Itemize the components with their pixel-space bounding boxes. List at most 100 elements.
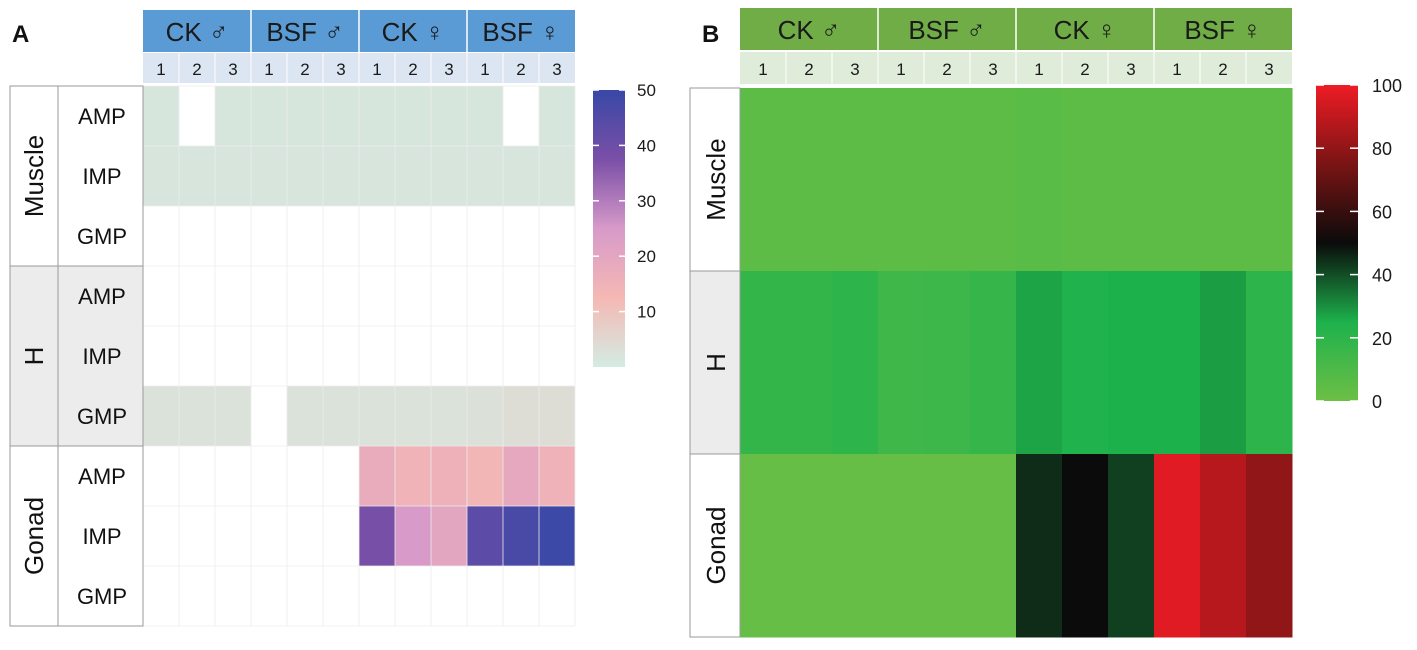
heatmap-cell-a — [431, 86, 467, 146]
heatmap-cell-a — [539, 146, 575, 206]
heatmap-cell-b — [786, 454, 833, 638]
replicate-label-a: 2 — [192, 60, 201, 79]
heatmap-cell-b — [832, 454, 879, 638]
metabolite-block-a — [57, 265, 144, 447]
replicate-label-b: 3 — [988, 60, 997, 79]
heatmap-cell-a — [503, 566, 539, 626]
heatmap-cell-a — [143, 326, 179, 386]
heatmap-cell-a — [179, 326, 215, 386]
heatmap-cell-b — [1154, 271, 1201, 455]
heatmap-cell-a — [431, 146, 467, 206]
tissue-label-a: H — [19, 347, 49, 366]
heatmap-cell-a — [467, 566, 503, 626]
heatmap-cell-a — [539, 206, 575, 266]
heatmap-cell-a — [251, 566, 287, 626]
group-label-b: BSF ♀ — [1184, 15, 1261, 45]
heatmap-cell-a — [323, 446, 359, 506]
metabolite-label-a: AMP — [78, 104, 126, 129]
heatmap-cell-a — [467, 446, 503, 506]
heatmap-cell-a — [431, 326, 467, 386]
heatmap-cell-a — [179, 386, 215, 446]
heatmap-cell-b — [878, 88, 925, 272]
tissue-label-b: Muscle — [701, 138, 731, 220]
heatmap-cell-a — [179, 206, 215, 266]
heatmap-cell-a — [395, 86, 431, 146]
heatmap-cell-a — [539, 446, 575, 506]
tissue-label-b: H — [701, 353, 731, 372]
tissue-block-b — [689, 87, 741, 272]
heatmap-cell-a — [143, 506, 179, 566]
heatmap-cell-a — [539, 326, 575, 386]
heatmap-cell-a — [503, 386, 539, 446]
heatmap-a: CK ♂ BSF ♂ CK ♀ BSF ♀ 1 2 3 1 2 3 1 2 3 1 2 3 Muscle AMP I… — [9, 10, 576, 627]
heatmap-cell-b — [1154, 88, 1201, 272]
heatmap-cell-a — [323, 86, 359, 146]
heatmap-cell-a — [143, 266, 179, 326]
replicate-label-b: 1 — [1034, 60, 1043, 79]
heatmap-cell-a — [395, 206, 431, 266]
heatmap-cell-a — [287, 206, 323, 266]
heatmap-cell-a — [431, 386, 467, 446]
heatmap-cell-a — [467, 326, 503, 386]
heatmap-cell-b — [970, 454, 1017, 638]
colorbar-tick-label-b: 40 — [1372, 266, 1392, 286]
heatmap-cell-a — [431, 506, 467, 566]
heatmap-cell-a — [143, 566, 179, 626]
heatmap-cell-a — [287, 566, 323, 626]
metabolite-label-a: AMP — [78, 464, 126, 489]
heatmap-cell-a — [215, 326, 251, 386]
group-label-b: CK ♂ — [778, 15, 841, 45]
heatmap-cell-a — [215, 146, 251, 206]
metabolite-label-a: GMP — [77, 584, 127, 609]
replicate-label-b: 2 — [1218, 60, 1227, 79]
replicate-label-a: 2 — [408, 60, 417, 79]
heatmap-cell-a — [467, 506, 503, 566]
colorbar-tick-label-b: 20 — [1372, 329, 1392, 349]
colorbar-tick-label-a: 30 — [637, 192, 656, 211]
heatmap-cell-a — [143, 206, 179, 266]
replicate-label-b: 2 — [1080, 60, 1089, 79]
replicate-label-b: 3 — [850, 60, 859, 79]
heatmap-cell-b — [1200, 454, 1247, 638]
heatmap-cell-b — [1108, 454, 1155, 638]
tissue-label-a: Gonad — [19, 497, 49, 575]
colorbar-tick-label-b: 100 — [1372, 76, 1402, 96]
heatmap-cell-a — [323, 266, 359, 326]
heatmap-cell-b — [1154, 454, 1201, 638]
metabolite-label-a: IMP — [82, 344, 121, 369]
heatmap-cell-a — [287, 146, 323, 206]
replicate-label-b: 1 — [896, 60, 905, 79]
heatmap-cell-a — [215, 566, 251, 626]
heatmap-cell-a — [359, 266, 395, 326]
group-label-a: BSF ♀ — [482, 17, 559, 47]
heatmap-cell-a — [287, 506, 323, 566]
heatmap-b: CK ♂ BSF ♂ CK ♀ BSF ♀1 2 3 1 2 3 1 2 3 1 2 3MuscleHGon… — [689, 8, 1293, 638]
heatmap-cell-b — [878, 454, 925, 638]
colorbar-tick-label-a: 50 — [637, 81, 656, 100]
tissue-block-b — [689, 453, 741, 638]
heatmap-cell-a — [251, 86, 287, 146]
heatmap-cell-b — [1200, 271, 1247, 455]
heatmap-cell-b — [832, 88, 879, 272]
heatmap-cell-b — [832, 271, 879, 455]
heatmap-cell-a — [431, 266, 467, 326]
heatmap-cell-a — [215, 446, 251, 506]
metabolite-label-a: IMP — [82, 524, 121, 549]
heatmap-cell-b — [1108, 88, 1155, 272]
heatmap-cell-b — [1200, 88, 1247, 272]
heatmap-cell-a — [251, 386, 287, 446]
heatmap-cell-a — [395, 566, 431, 626]
replicate-label-a: 3 — [444, 60, 453, 79]
heatmap-cell-b — [970, 88, 1017, 272]
heatmap-cell-a — [215, 266, 251, 326]
heatmap-cell-a — [323, 506, 359, 566]
colorbar-b: 0 20 40 60 80 100 — [1316, 76, 1402, 412]
colorbar-bar-a — [593, 90, 625, 367]
heatmap-cell-a — [539, 266, 575, 326]
replicate-label-a: 1 — [480, 60, 489, 79]
heatmap-cell-a — [359, 446, 395, 506]
heatmap-cell-a — [359, 386, 395, 446]
heatmap-cell-a — [143, 86, 179, 146]
heatmap-cell-b — [878, 271, 925, 455]
